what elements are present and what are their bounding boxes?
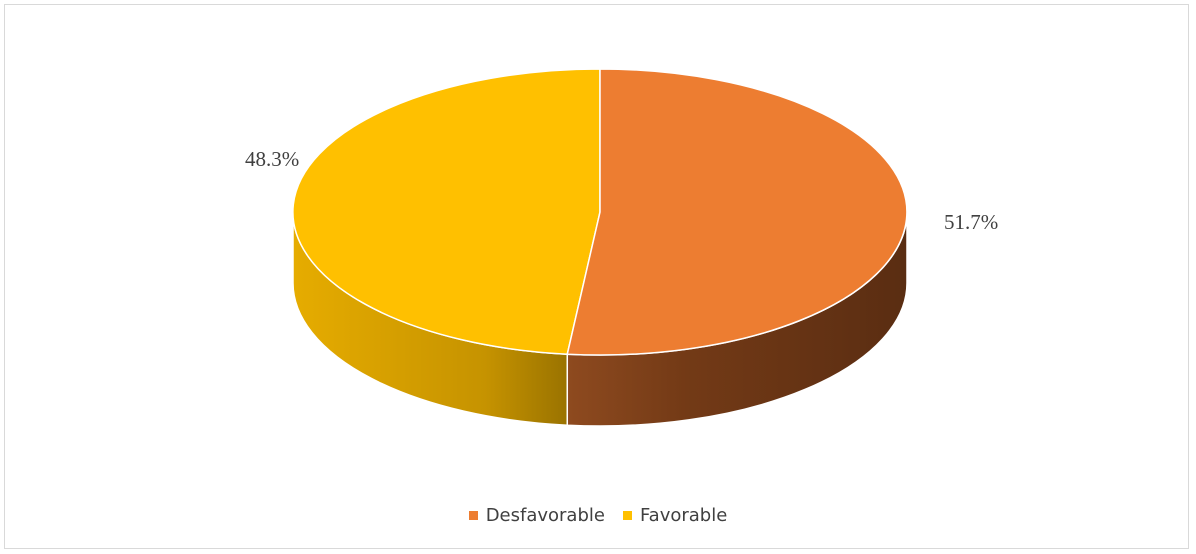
legend-swatch-desfavorable — [468, 511, 478, 520]
legend-label-desfavorable: Desfavorable — [485, 505, 605, 526]
pie-slice-desfavorable — [566, 68, 908, 356]
legend-item-favorable: Favorable — [622, 505, 728, 526]
data-label-favorable: 48.3% — [245, 147, 300, 171]
legend-item-desfavorable: Desfavorable — [468, 505, 605, 526]
pie-slice-favorable — [292, 68, 601, 355]
chart-legend: Desfavorable Favorable — [0, 505, 1196, 526]
legend-swatch-favorable — [622, 511, 632, 520]
legend-label-favorable: Favorable — [639, 505, 728, 526]
data-label-desfavorable: 51.7% — [944, 210, 999, 234]
